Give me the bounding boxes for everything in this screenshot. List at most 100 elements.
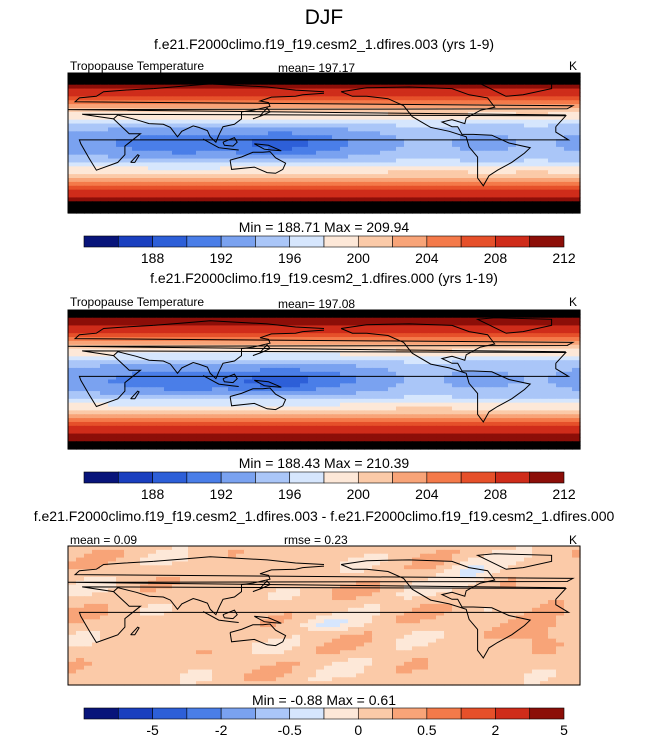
field-cell <box>428 111 437 117</box>
field-cell <box>196 146 205 152</box>
field-cell <box>348 100 357 105</box>
field-cell <box>564 371 573 377</box>
field-cell <box>436 146 445 152</box>
field-cell <box>212 84 221 90</box>
field-cell <box>68 205 77 210</box>
field-cell <box>76 410 85 415</box>
field-cell <box>516 364 525 369</box>
field-cell <box>444 84 453 90</box>
field-cell <box>292 406 301 411</box>
field-cell <box>468 73 477 78</box>
field-cell <box>524 170 533 175</box>
field-cell <box>324 371 333 377</box>
field-cell <box>268 80 277 86</box>
field-cell <box>564 197 573 202</box>
field-cell <box>148 410 157 415</box>
field-cell <box>516 119 525 125</box>
field-cell <box>284 360 293 365</box>
field-cell <box>196 197 205 202</box>
field-cell <box>156 391 165 396</box>
field-cell <box>260 127 269 132</box>
field-cell <box>452 414 461 419</box>
field-cell <box>316 325 325 330</box>
field-cell <box>508 162 517 167</box>
field-cell <box>276 96 285 101</box>
field-cell <box>284 115 293 121</box>
field-cell <box>476 406 485 411</box>
field-cell <box>436 170 445 175</box>
field-cell <box>372 561 381 566</box>
field-cell <box>140 321 149 327</box>
field-cell <box>84 325 93 330</box>
field-cell <box>364 88 373 94</box>
field-cell <box>228 410 237 415</box>
field-cell <box>220 553 229 559</box>
field-cell <box>460 146 469 152</box>
field-cell <box>340 154 349 160</box>
field-cell <box>428 387 437 392</box>
field-cell <box>196 88 205 94</box>
field-cell <box>356 154 365 160</box>
field-cell <box>420 379 429 384</box>
field-cell <box>452 356 461 361</box>
field-cell <box>276 174 285 179</box>
field-cell <box>116 398 125 404</box>
field-cell <box>452 344 461 350</box>
field-cell <box>420 158 429 164</box>
field-cell <box>556 170 565 175</box>
field-cell <box>332 92 341 97</box>
field-cell <box>140 414 149 419</box>
field-cell <box>76 88 85 94</box>
field-cell <box>420 546 429 551</box>
field-cell <box>284 104 293 109</box>
field-cell <box>228 549 237 555</box>
field-cell <box>276 344 285 350</box>
field-cell <box>500 553 509 559</box>
field-cell <box>508 150 517 156</box>
field-cell <box>556 166 565 171</box>
field-cell <box>404 313 413 319</box>
field-cell <box>188 379 197 384</box>
field-cell <box>444 108 453 113</box>
field-cell <box>396 88 405 94</box>
field-cell <box>284 348 293 354</box>
field-cell <box>284 549 293 555</box>
field-cell <box>220 174 229 179</box>
field-cell <box>68 197 77 202</box>
field-cell <box>556 135 565 140</box>
field-cell <box>196 181 205 187</box>
field-cell <box>388 158 397 164</box>
field-cell <box>324 189 333 195</box>
field-cell <box>348 158 357 164</box>
field-cell <box>372 73 381 78</box>
field-cell <box>388 119 397 125</box>
field-cell <box>180 441 189 446</box>
field-cell <box>572 425 581 431</box>
field-cell <box>548 76 557 82</box>
field-cell <box>452 360 461 365</box>
field-cell <box>460 313 469 319</box>
field-cell <box>452 181 461 187</box>
field-cell <box>444 131 453 136</box>
field-cell <box>196 441 205 446</box>
field-cell <box>292 158 301 164</box>
field-cell <box>212 104 221 109</box>
field-cell <box>188 340 197 346</box>
field-cell <box>348 111 357 117</box>
field-cell <box>404 100 413 105</box>
field-cell <box>284 158 293 164</box>
field-cell <box>244 329 253 334</box>
field-cell <box>100 193 109 199</box>
field-cell <box>452 337 461 342</box>
field-cell <box>84 209 93 214</box>
field-cell <box>92 162 101 167</box>
field-cell <box>364 154 373 160</box>
field-cell <box>444 433 453 439</box>
field-cell <box>196 313 205 319</box>
field-cell <box>236 174 245 179</box>
field-cell <box>468 201 477 206</box>
field-cell <box>492 387 501 392</box>
field-cell <box>396 387 405 392</box>
field-cell <box>428 441 437 446</box>
panel3-rmse-label: rmse = 0.23 <box>284 533 348 547</box>
